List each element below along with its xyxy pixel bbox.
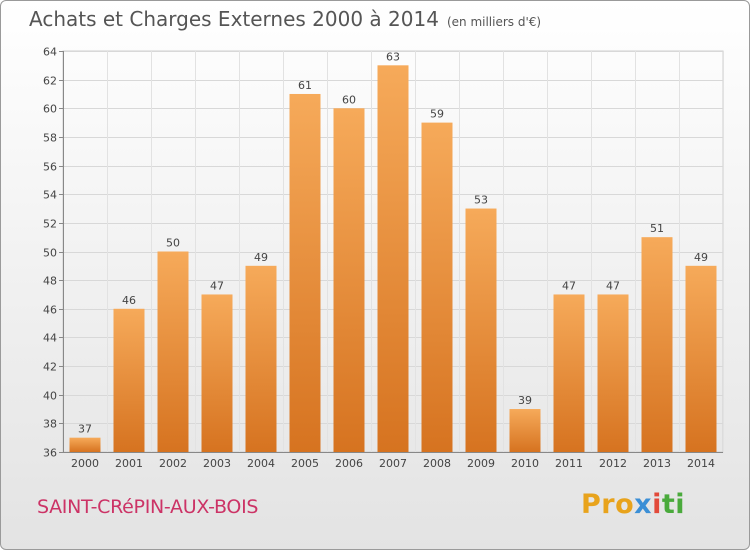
- bar-value-label: 49: [254, 251, 268, 264]
- bar-value-label: 46: [122, 294, 136, 307]
- y-tick-label: 58: [43, 132, 57, 145]
- bar-2008: [421, 122, 453, 452]
- commune-name: SAINT-CRéPIN-AUX-BOIS: [37, 496, 259, 518]
- bar-value-label: 51: [650, 222, 664, 235]
- x-tick-label: 2002: [159, 457, 187, 470]
- y-tick-label: 50: [43, 247, 57, 260]
- bar-2013: [641, 237, 673, 452]
- y-tick-label: 42: [43, 361, 57, 374]
- bar-value-label: 60: [342, 93, 356, 106]
- x-tick-label: 2005: [291, 457, 319, 470]
- bar-2012: [597, 294, 629, 452]
- bar-value-label: 53: [474, 194, 488, 207]
- bar-value-label: 39: [518, 394, 532, 407]
- bar-value-label: 59: [430, 108, 444, 121]
- y-tick-label: 40: [43, 390, 57, 403]
- bar-2009: [465, 208, 497, 452]
- chart-title-text: Achats et Charges Externes 2000 à 2014: [29, 7, 439, 31]
- bar-2011: [553, 294, 585, 452]
- x-tick-label: 2001: [115, 457, 143, 470]
- x-tick-label: 2000: [71, 457, 99, 470]
- x-tick-label: 2006: [335, 457, 363, 470]
- bar-2003: [201, 294, 233, 452]
- bar-value-label: 47: [562, 279, 576, 292]
- bar-value-label: 47: [210, 279, 224, 292]
- bar-2002: [157, 251, 189, 452]
- x-tick-label: 2013: [643, 457, 671, 470]
- chart-unit: (en milliers d'€): [446, 15, 542, 29]
- bar-2007: [377, 65, 409, 453]
- y-tick-label: 36: [43, 447, 57, 460]
- bar-2004: [245, 265, 277, 452]
- bar-2014: [685, 265, 717, 452]
- x-tick-label: 2003: [203, 457, 231, 470]
- y-tick-label: 62: [43, 75, 57, 88]
- y-tick-label: 60: [43, 103, 57, 116]
- x-tick-label: 2009: [467, 457, 495, 470]
- proxiti-logo[interactable]: Proxiti: [581, 489, 686, 520]
- bar-value-label: 37: [78, 423, 92, 436]
- y-tick-label: 64: [43, 46, 57, 59]
- x-tick-label: 2010: [511, 457, 539, 470]
- bar-value-label: 47: [606, 279, 620, 292]
- y-tick-label: 56: [43, 161, 57, 174]
- y-tick-label: 48: [43, 275, 57, 288]
- y-tick-label: 38: [43, 418, 57, 431]
- y-tick-label: 46: [43, 304, 57, 317]
- y-tick-label: 52: [43, 218, 57, 231]
- x-tick-label: 2008: [423, 457, 451, 470]
- y-tick-label: 54: [43, 189, 57, 202]
- bar-value-label: 63: [386, 50, 400, 63]
- x-tick-label: 2014: [687, 457, 715, 470]
- bar-2006: [333, 108, 365, 453]
- x-tick-label: 2004: [247, 457, 275, 470]
- bar-2000: [69, 437, 101, 452]
- axis-layer: 36 38 40 42 44 46 48 50 52 54 56 58 60 62 64 2000 2001 20…: [43, 46, 723, 470]
- bar-2010: [509, 409, 541, 452]
- x-tick-label: 2007: [379, 457, 407, 470]
- x-tick-label: 2012: [599, 457, 627, 470]
- y-tick-label: 44: [43, 332, 57, 345]
- bar-2005: [289, 93, 321, 452]
- bar-value-label: 61: [298, 79, 312, 92]
- bar-value-label: 49: [694, 251, 708, 264]
- chart-title: Achats et Charges Externes 2000 à 2014 (e…: [29, 7, 541, 31]
- x-tick-label: 2011: [555, 457, 583, 470]
- bars-layer: 37 46 50 47 49 61 60 63 59 53 39 47 47 51 49: [69, 50, 717, 453]
- bar-value-label: 50: [166, 237, 180, 250]
- bar-2001: [113, 308, 145, 452]
